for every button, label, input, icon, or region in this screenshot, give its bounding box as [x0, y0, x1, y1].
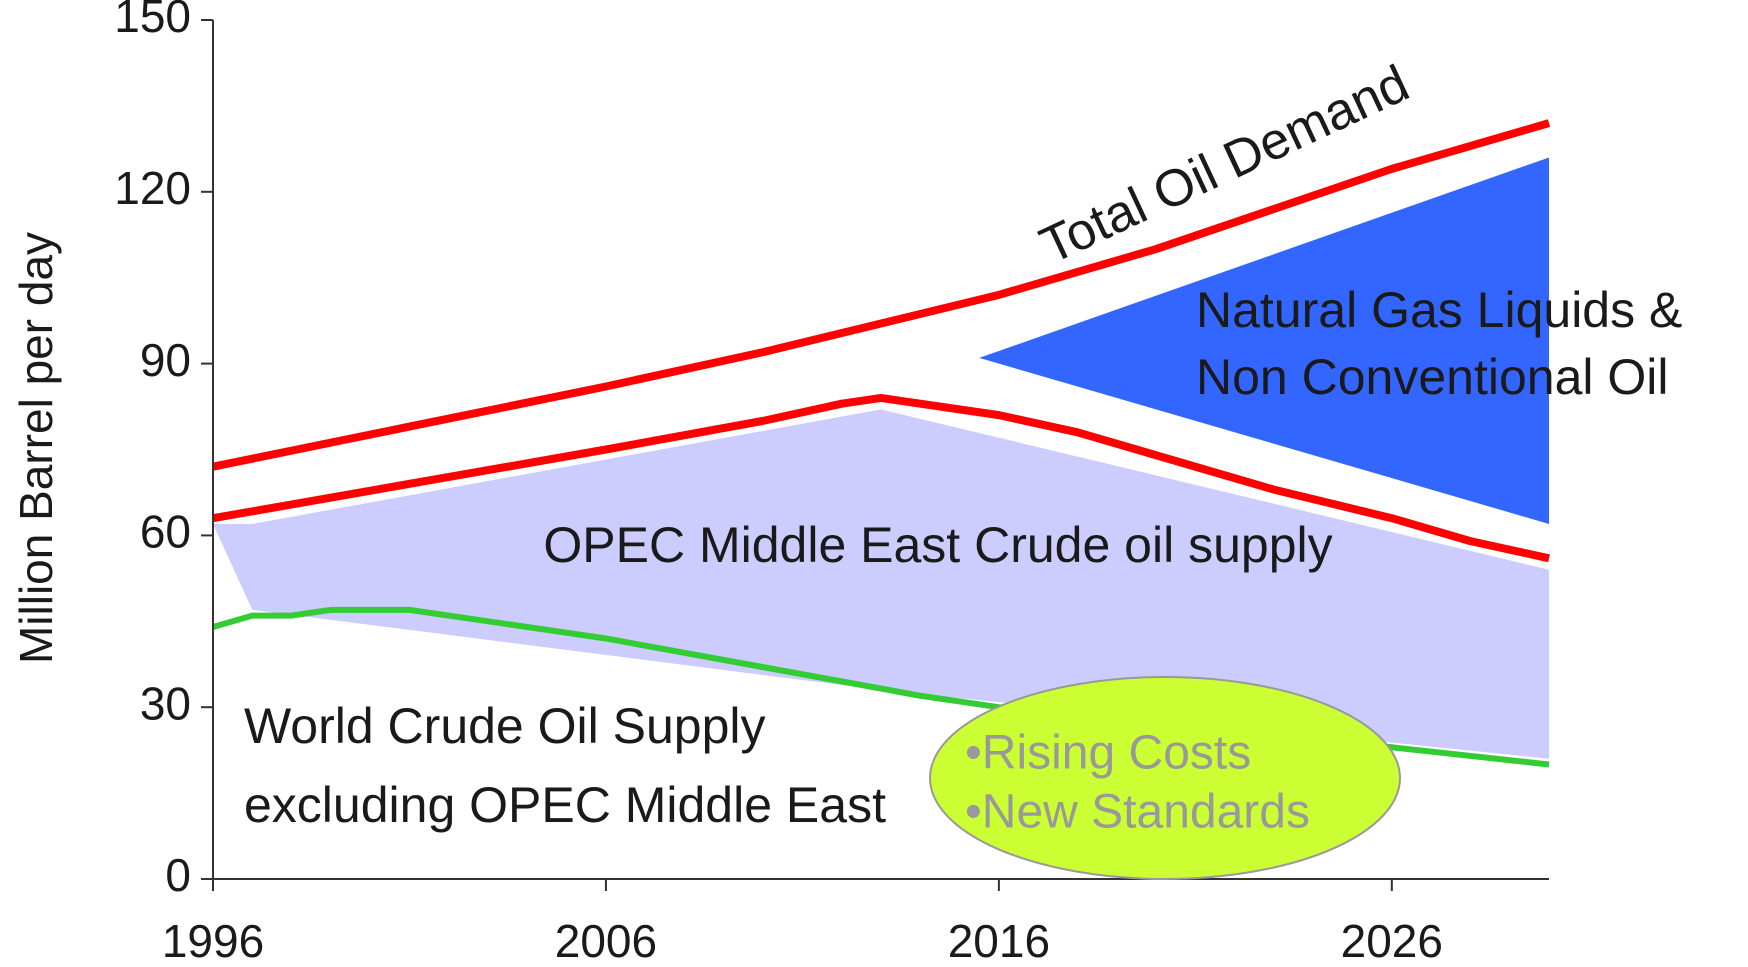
- x-tick-label: 2006: [555, 915, 657, 967]
- y-tick-label: 90: [140, 334, 191, 386]
- y-tick-label: 30: [140, 677, 191, 729]
- area: [213, 409, 1549, 759]
- y-tick-label: 60: [140, 506, 191, 558]
- areas: [213, 157, 1549, 759]
- y-tick-label: 150: [114, 0, 191, 42]
- callout-ellipse: [929, 676, 1401, 880]
- x-tick-label: 2016: [948, 915, 1050, 967]
- y-axis-label: Million Barrel per day: [10, 232, 62, 664]
- area: [979, 157, 1549, 524]
- annotation: World Crude Oil Supply: [244, 698, 766, 754]
- area-label: Natural Gas Liquids & Non Conventional Oi…: [1196, 282, 1682, 405]
- axes: 0 30 60 90 120 150 1996 2006 2016 2026: [114, 0, 1549, 967]
- x-tick-label: 1996: [162, 915, 264, 967]
- callout: •Rising Costs •New Standards: [929, 676, 1401, 880]
- annotation: excluding OPEC Middle East: [244, 777, 886, 833]
- area-label-line: Non Conventional Oil: [1196, 349, 1669, 405]
- annotation: •New Standards: [965, 786, 1310, 839]
- line: [212, 119, 1551, 471]
- x-tick-label: 2026: [1341, 915, 1443, 967]
- y-tick-label: 0: [165, 849, 191, 901]
- annotation: •Rising Costs: [965, 727, 1251, 780]
- area-label: OPEC Middle East Crude oil supply: [543, 517, 1332, 573]
- area-label-line: Natural Gas Liquids &: [1196, 282, 1682, 338]
- line: [212, 393, 1550, 563]
- y-tick-label: 120: [114, 162, 191, 214]
